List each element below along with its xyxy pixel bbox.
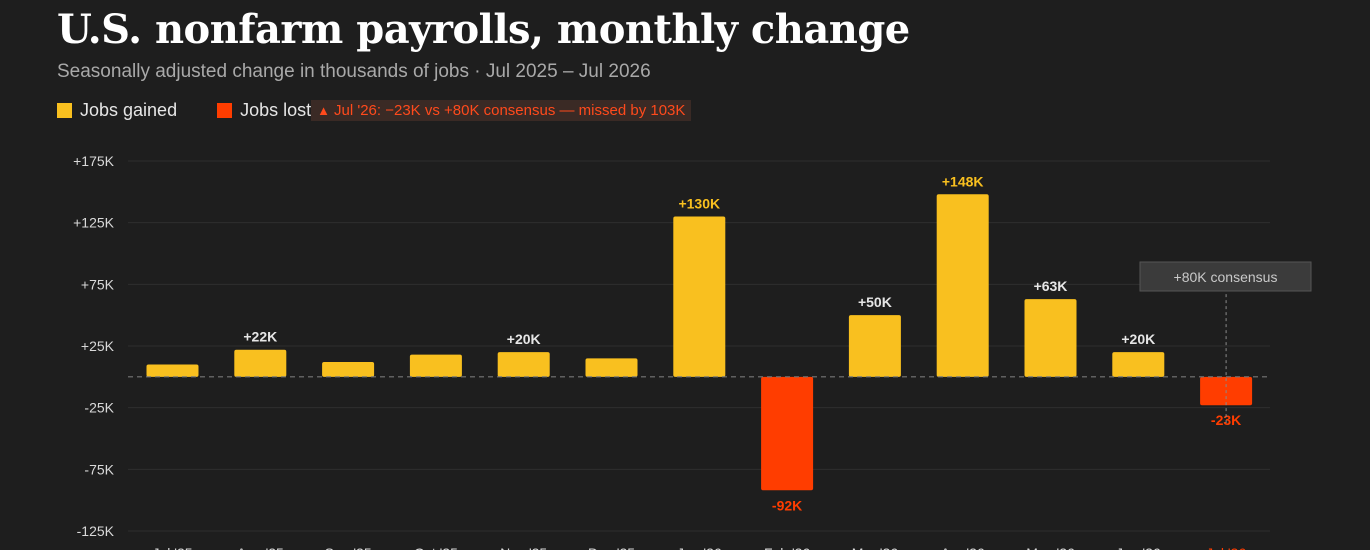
x-tick-label: Jan '26 bbox=[677, 545, 722, 550]
x-tick-label: May '26 bbox=[1026, 545, 1075, 550]
y-tick-label: -75K bbox=[84, 461, 114, 477]
bar-data-label: +130K bbox=[678, 196, 720, 212]
bar bbox=[761, 376, 814, 491]
legend-swatch-gained bbox=[57, 102, 72, 118]
x-tick-label: Mar '26 bbox=[852, 545, 898, 550]
x-tick-label: Dec '25 bbox=[588, 545, 635, 550]
bar-data-label: +20K bbox=[1121, 331, 1155, 347]
x-tick-label: Apr '26 bbox=[941, 545, 985, 550]
bar bbox=[497, 352, 550, 377]
x-tick-label: Jul '26 bbox=[1206, 545, 1246, 550]
bar bbox=[234, 349, 287, 377]
bar-data-label: +50K bbox=[858, 294, 892, 310]
bar bbox=[936, 194, 989, 377]
chart-subtitle: Seasonally adjusted change in thousands … bbox=[57, 61, 651, 82]
bar bbox=[322, 362, 375, 377]
legend-swatch-lost bbox=[217, 102, 233, 118]
bar bbox=[409, 354, 462, 377]
y-tick-label: -125K bbox=[77, 523, 115, 539]
chart-title: U.S. nonfarm payrolls, monthly change bbox=[57, 6, 910, 53]
warning-triangle-icon: ▲ bbox=[317, 102, 330, 118]
legend-label-gained: Jobs gained bbox=[80, 99, 178, 120]
y-tick-label: +75K bbox=[81, 276, 115, 292]
x-tick-label: Nov '25 bbox=[500, 545, 547, 550]
x-tick-label: Aug '25 bbox=[237, 545, 284, 550]
y-tick-label: +175K bbox=[73, 153, 115, 169]
bar bbox=[673, 216, 726, 377]
x-tick-label: Oct '25 bbox=[414, 545, 458, 550]
bar bbox=[1024, 299, 1077, 377]
bar-data-label: +20K bbox=[507, 331, 541, 347]
miss-callout-text: Jul '26: −23K vs +80K consensus — missed… bbox=[334, 101, 686, 119]
bar-data-label: +22K bbox=[243, 329, 277, 345]
bar-data-label: +63K bbox=[1034, 278, 1068, 294]
y-tick-label: +25K bbox=[81, 338, 115, 354]
legend-item-lost: Jobs lost bbox=[217, 100, 311, 121]
consensus-marker-box bbox=[1139, 261, 1312, 292]
y-tick-label: -25K bbox=[84, 400, 114, 416]
legend-item-gained: Jobs gained bbox=[57, 100, 177, 121]
x-tick-label: Jun '26 bbox=[1116, 545, 1161, 550]
legend-label-lost: Jobs lost bbox=[240, 99, 312, 120]
miss-callout: ▲ Jul '26: −23K vs +80K consensus — miss… bbox=[311, 99, 692, 121]
chart-legend: Jobs gained Jobs lost ▲ Jul '26: −23K vs… bbox=[57, 98, 692, 122]
consensus-marker-label: +80K consensus bbox=[1174, 269, 1278, 285]
x-tick-label: Sep '25 bbox=[325, 545, 372, 550]
bar bbox=[1112, 352, 1165, 377]
y-tick-label: +125K bbox=[73, 215, 115, 231]
bar bbox=[585, 358, 638, 377]
bar-data-label: -92K bbox=[772, 497, 802, 513]
bar bbox=[848, 315, 901, 377]
x-tick-label: Feb '26 bbox=[764, 545, 810, 550]
bar-data-label: +148K bbox=[942, 173, 984, 189]
x-tick-label: Jul '25 bbox=[152, 545, 192, 550]
bar bbox=[146, 364, 199, 377]
